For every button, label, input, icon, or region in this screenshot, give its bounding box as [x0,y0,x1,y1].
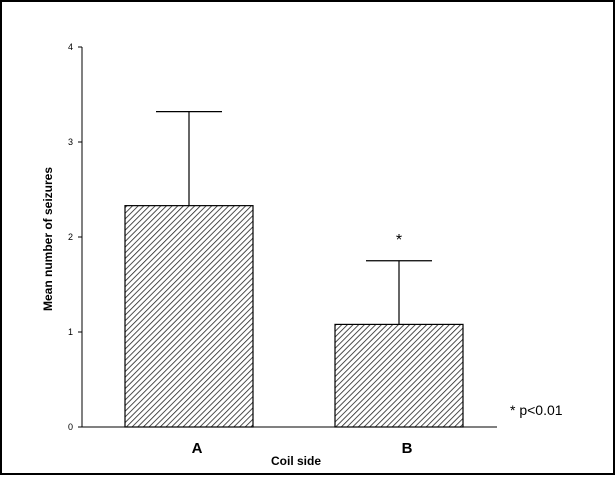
y-tick-label: 2 [68,232,73,242]
y-axis-ticks: 0 1 2 3 4 [68,42,82,432]
x-tick-label: B [402,440,413,457]
y-axis-title: Mean number of seizures [41,167,55,311]
error-bars [156,110,432,325]
significance-marks: * [396,232,402,249]
y-tick-label: 0 [68,422,73,432]
y-tick-label: 4 [68,42,73,52]
y-tick-label: 1 [68,327,73,337]
bars [124,205,464,428]
bar-A [124,205,254,428]
significance-note: * p<0.01 [510,402,563,418]
significance-star: * [396,232,402,249]
bar-B [334,323,464,428]
y-tick-label: 3 [68,137,73,147]
x-axis-title: Coil side [271,454,321,468]
x-tick-label: A [192,440,203,457]
